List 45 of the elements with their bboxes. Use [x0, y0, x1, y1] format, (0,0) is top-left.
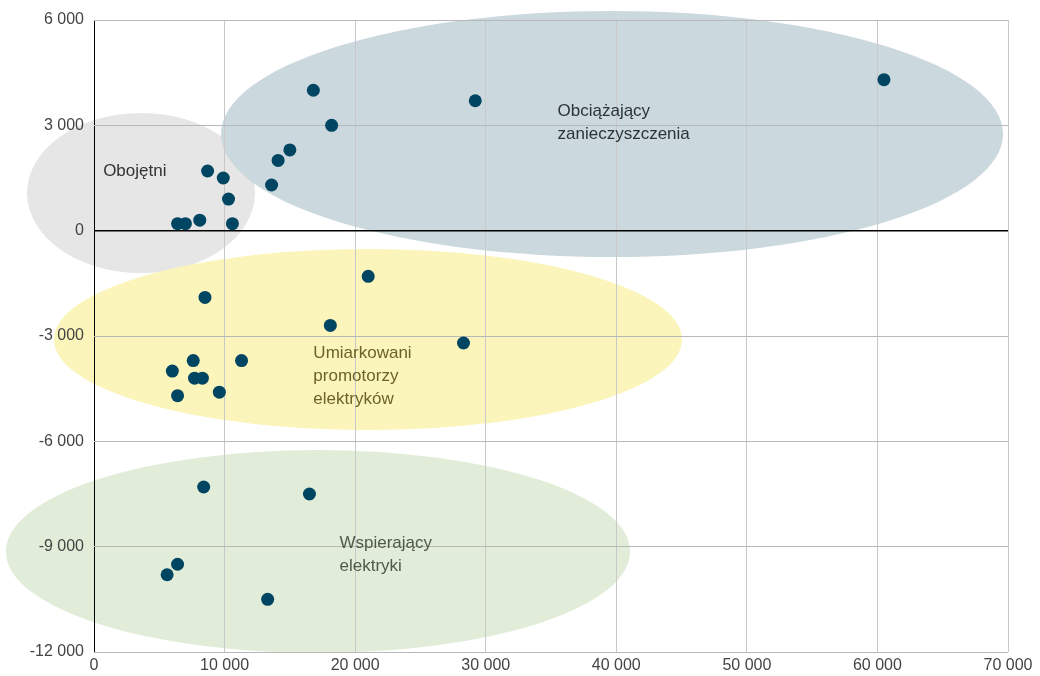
y-tick-label: 6 000	[43, 10, 85, 28]
point	[271, 153, 285, 167]
x-tick-label: 10 000	[200, 656, 250, 674]
x-tick-label: 70 000	[983, 656, 1033, 674]
point	[457, 336, 471, 350]
point	[221, 192, 235, 206]
point	[265, 178, 279, 192]
point	[171, 389, 185, 403]
y-tick-label: 0	[75, 221, 85, 239]
point	[216, 171, 230, 185]
point	[325, 118, 339, 132]
x-tick-label: 60 000	[852, 656, 902, 674]
point	[323, 318, 337, 332]
point	[468, 94, 482, 108]
point	[302, 487, 316, 501]
point	[235, 354, 249, 368]
point	[306, 83, 320, 97]
x-tick-label: 20 000	[330, 656, 380, 674]
y-tick-label: -3 000	[38, 326, 85, 344]
point	[193, 213, 207, 227]
x-tick-label: 0	[89, 656, 99, 674]
point	[225, 217, 239, 231]
point	[186, 354, 200, 368]
annotation: Umiarkowani promotorzy elektryków	[313, 343, 412, 409]
y-tick-label: 3 000	[43, 115, 85, 133]
x-tick-label: 40 000	[591, 656, 641, 674]
point	[261, 592, 275, 606]
point	[212, 385, 226, 399]
point	[197, 480, 211, 494]
point	[283, 143, 297, 157]
point	[171, 557, 185, 571]
x-tick-label: 50 000	[722, 656, 772, 674]
y-tick-label: -9 000	[38, 537, 85, 555]
annotation: Obojętni	[103, 160, 167, 180]
x-tick-label: 30 000	[461, 656, 511, 674]
annotation: Obciążający zanieczyszczenia	[557, 100, 691, 143]
point	[160, 568, 174, 582]
point	[198, 290, 212, 304]
y-tick-label: -6 000	[38, 431, 85, 449]
point	[201, 164, 215, 178]
y-tick-label: -12 000	[29, 642, 85, 660]
point	[165, 364, 179, 378]
point	[877, 73, 891, 87]
point	[361, 269, 375, 283]
annotation: Wspierający elektryki	[339, 532, 433, 575]
